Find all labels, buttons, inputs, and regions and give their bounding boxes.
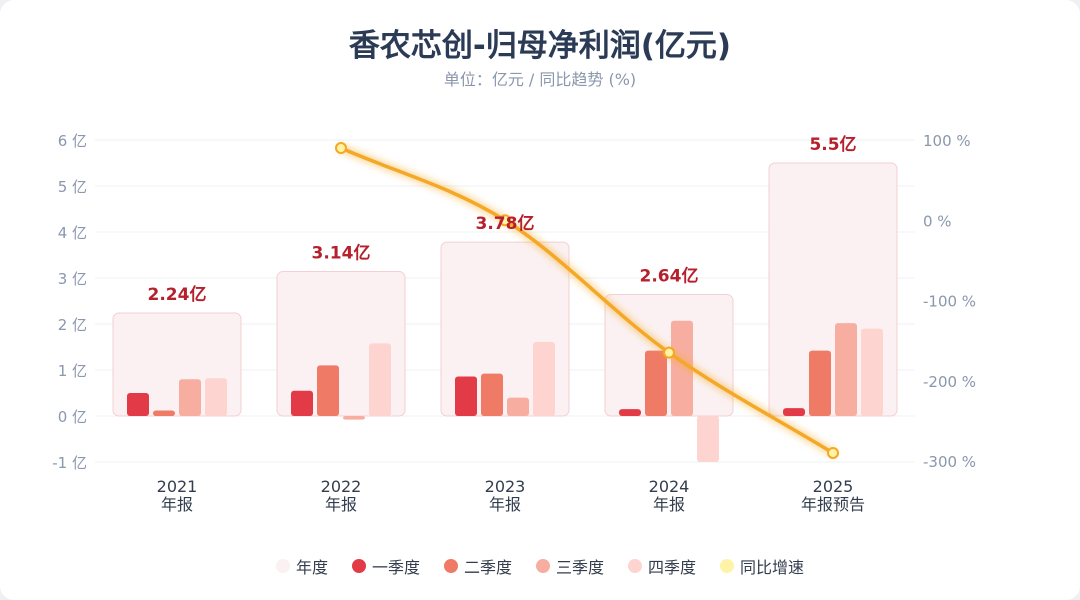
quarter-bar-q2: [809, 350, 831, 416]
yoy-line: [335, 142, 839, 459]
quarter-bar-q2: [645, 350, 667, 416]
chart-title: 香农芯创-归母净利润(亿元): [348, 28, 732, 64]
yoy-point: [335, 142, 347, 155]
legend-label: 二季度: [463, 558, 512, 577]
quarter-bar-q4: [861, 328, 883, 416]
x-tick-year: 2023: [485, 477, 526, 496]
quarter-bars: [127, 320, 883, 462]
axis-labels: -1 亿 0 亿 1 亿 2 亿 3 亿 4 亿 5 亿 6 亿 -300 % -200 % -10…: [52, 132, 976, 514]
annual-value-label: 5.5亿: [809, 134, 856, 155]
chart-subtitle: 单位：亿元 / 同比趋势 (%): [443, 70, 637, 89]
y-right-tick-label: -100 %: [923, 293, 976, 311]
y-right-tick-label: -300 %: [923, 453, 976, 471]
legend-item-yoy_dot[interactable]: 同比增速: [720, 554, 804, 578]
legend-swatch: [628, 559, 643, 573]
quarter-bar-q1: [783, 408, 805, 416]
legend-label: 三季度: [556, 558, 605, 577]
quarter-bar-q3: [835, 323, 857, 416]
quarter-bar-q2: [481, 373, 503, 416]
quarter-bar-q3: [179, 379, 201, 416]
y-left-tick-label: 4 亿: [58, 224, 87, 242]
legend-swatch: [275, 559, 290, 573]
legend-item-annual[interactable]: 年度: [275, 554, 328, 578]
yoy-line-path: [339, 146, 835, 455]
x-tick-year: 2021: [157, 477, 198, 496]
y-right-tick-label: -200 %: [923, 373, 976, 391]
quarter-bar-q3: [343, 416, 365, 420]
quarter-bar-q3: [507, 397, 529, 416]
legend-swatch: [351, 559, 366, 573]
x-tick-sub: 年报: [325, 495, 357, 514]
legend-label: 年度: [295, 558, 328, 577]
x-tick-sub: 年报预告: [801, 495, 865, 514]
quarter-bar-q4: [205, 378, 227, 416]
y-left-tick-label: -1 亿: [52, 454, 87, 472]
legend-item-q2[interactable]: 二季度: [443, 554, 512, 578]
y-left-tick-label: 2 亿: [58, 316, 87, 334]
legend-item-q1[interactable]: 一季度: [351, 554, 420, 578]
legend-swatch: [443, 559, 458, 573]
legend-item-q4[interactable]: 四季度: [628, 554, 696, 578]
legend-swatch: [720, 559, 735, 573]
x-tick-sub: 年报: [653, 495, 685, 514]
quarter-bar-q4: [697, 416, 719, 462]
annual-value-label: 3.78亿: [476, 213, 535, 234]
y-right-tick-label: 0 %: [923, 212, 952, 230]
quarter-bar-q1: [455, 376, 477, 416]
annual-value-label: 2.24亿: [148, 284, 207, 305]
quarter-bar-q2: [153, 410, 175, 416]
annual-bars: [112, 162, 898, 417]
quarter-bar-q1: [291, 390, 313, 416]
quarter-bar-q3: [671, 320, 693, 416]
annual-value-label: 2.64亿: [640, 266, 699, 287]
legend: 年度 一季度 二季度 三季度 四季度 同比增速: [0, 554, 1080, 578]
legend-item-q3[interactable]: 三季度: [536, 554, 604, 578]
yoy-point: [827, 446, 839, 459]
y-left-tick-label: 3 亿: [58, 270, 87, 288]
y-right-tick-label: 100 %: [923, 132, 971, 150]
quarter-bar-q1: [619, 409, 641, 416]
y-left-tick-label: 6 亿: [58, 132, 87, 150]
x-tick-year: 2025: [813, 477, 854, 496]
legend-label: 同比增速: [740, 558, 805, 577]
y-left-tick-label: 0 亿: [58, 408, 87, 426]
legend-label: 一季度: [371, 558, 420, 577]
x-tick-year: 2024: [649, 477, 690, 496]
y-left-tick-label: 1 亿: [58, 362, 87, 380]
quarter-bar-q4: [369, 343, 391, 416]
legend-label: 四季度: [648, 558, 697, 577]
legend-swatch: [536, 559, 550, 573]
value-labels: 2.24亿 3.14亿 3.78亿 2.64亿 5.5亿: [148, 134, 857, 305]
quarter-bar-q4: [533, 341, 555, 416]
quarter-bar-q2: [317, 365, 339, 416]
yoy-point: [663, 346, 675, 359]
x-tick-sub: 年报: [489, 495, 521, 514]
annual-value-label: 3.14亿: [312, 243, 371, 264]
quarter-bar-q1: [127, 393, 149, 416]
y-left-tick-label: 5 亿: [58, 178, 87, 196]
yoy-point: [499, 214, 511, 227]
x-tick-year: 2022: [321, 477, 362, 496]
x-tick-sub: 年报: [161, 495, 193, 514]
